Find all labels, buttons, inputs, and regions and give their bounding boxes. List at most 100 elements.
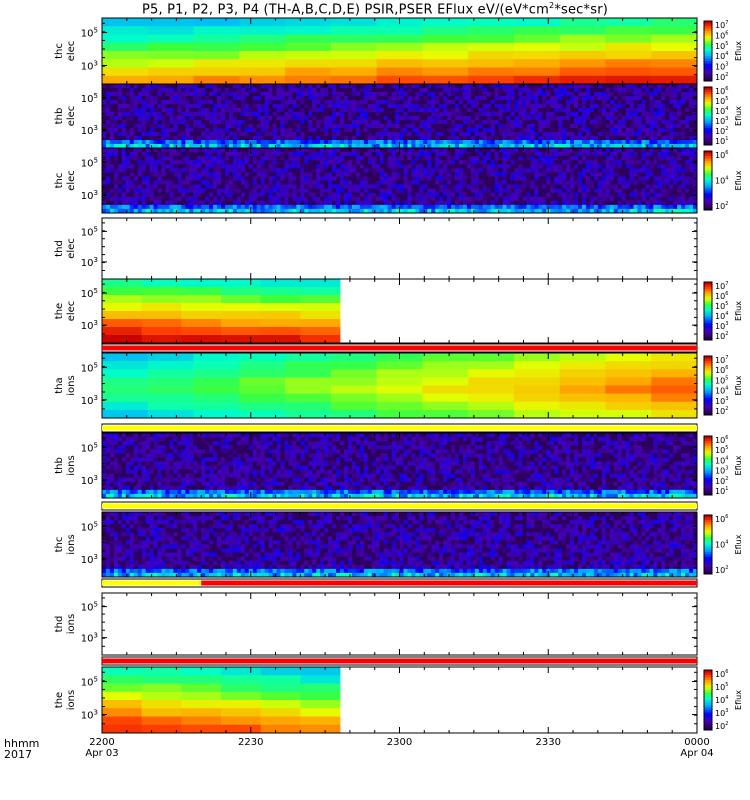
spectrogram-cell: [296, 108, 301, 113]
spectrogram-cell: [383, 188, 388, 194]
colorbar-swatch: [704, 31, 712, 34]
spectrogram-cell: [589, 184, 595, 190]
spectrogram-cell: [248, 92, 254, 97]
spectrogram-cell: [181, 168, 186, 173]
spectrogram-cell: [256, 104, 262, 109]
spectrogram-cell: [300, 168, 305, 173]
spectrogram-cell: [201, 196, 206, 202]
spectrogram-cell: [363, 88, 369, 93]
spectrogram-cell: [153, 120, 158, 125]
spectrogram-cell: [574, 108, 579, 113]
spectrogram-cell: [260, 192, 266, 198]
spectrogram-cell: [260, 136, 266, 141]
spectrogram-cell: [681, 140, 686, 145]
spectrogram-cell: [455, 160, 460, 165]
spectrogram-cell: [367, 136, 373, 141]
spectrogram-cell: [649, 184, 654, 190]
spectrogram-cell: [601, 164, 607, 169]
spectrogram-cell: [677, 116, 682, 121]
spectrogram-cell: [665, 152, 670, 157]
spectrogram-cell: [601, 84, 607, 89]
spectrogram-cell: [272, 180, 277, 185]
colorbar-title: Eflux: [734, 41, 743, 61]
spectrogram-cell: [447, 112, 452, 117]
spectrogram-cell: [482, 192, 488, 198]
spectrogram-cell: [113, 140, 119, 145]
spectrogram-cell: [268, 204, 273, 210]
spectrogram-cell: [609, 168, 615, 173]
spectrogram-cell: [149, 188, 154, 194]
spectrogram-cell: [645, 116, 650, 121]
spectrogram-cell: [165, 188, 170, 194]
spectrogram-cell: [558, 144, 563, 149]
spectrogram-cell: [181, 176, 186, 181]
spectrogram-cell: [264, 208, 269, 214]
spectrogram-cell: [165, 108, 170, 113]
spectrogram-cell: [689, 108, 694, 113]
spectrogram-cell: [149, 136, 154, 141]
spectrogram-cell: [609, 208, 615, 214]
spectrogram-cell: [562, 144, 567, 149]
spectrogram-cell: [649, 192, 654, 198]
spectrogram-cell: [677, 84, 682, 89]
spectrogram-cell: [641, 128, 646, 133]
spectrogram-cell: [585, 132, 591, 137]
spectrogram-cell: [280, 92, 285, 97]
spectrogram-cell: [459, 140, 464, 145]
spectrogram-cell: [355, 208, 361, 214]
spectrogram-cell: [510, 108, 515, 113]
spectrogram-cell: [451, 192, 456, 198]
spectrogram-cell: [137, 88, 143, 93]
spectrogram-cell: [435, 196, 440, 202]
spectrogram-cell: [641, 208, 646, 214]
spectrogram-cell: [649, 164, 654, 169]
spectrogram-cell: [597, 172, 603, 177]
spectrogram-cell: [494, 164, 500, 169]
spectrogram-cell: [574, 128, 579, 133]
spectrogram-cell: [221, 204, 226, 210]
spectrogram-cell: [443, 188, 448, 194]
spectrogram-cell: [621, 112, 626, 117]
spectrogram-cell: [359, 140, 365, 145]
spectrogram-cell: [399, 100, 404, 105]
spectrogram-cell: [419, 144, 424, 149]
spectrogram-cell: [232, 196, 238, 202]
spectrogram-cell: [189, 184, 194, 190]
spectrogram-cell: [256, 100, 262, 105]
spectrogram-cell: [285, 67, 332, 77]
spectrogram-cell: [355, 120, 361, 125]
spectrogram-cell: [617, 88, 623, 93]
spectrogram-cell: [232, 120, 238, 125]
spectrogram-cell: [256, 152, 262, 157]
spectrogram-cell: [316, 184, 321, 190]
spectrogram-cell: [157, 128, 162, 133]
spectrogram-cell: [411, 104, 416, 109]
spectrogram-cell: [395, 200, 400, 206]
spectrogram-cell: [379, 120, 385, 125]
spectrogram-cell: [375, 144, 381, 149]
spectrogram-cell: [224, 140, 230, 145]
spectrogram-cell: [439, 188, 444, 194]
spectrogram-cell: [486, 96, 492, 101]
spectrogram-cell: [248, 176, 254, 181]
spectrogram-cell: [455, 184, 460, 190]
spectrogram-cell: [387, 180, 392, 185]
spectrogram-cell: [209, 96, 214, 101]
spectrogram-cell: [542, 204, 547, 210]
spectrogram-cell: [256, 108, 262, 113]
y-tick-label: 105: [81, 27, 98, 40]
spectrogram-cell: [105, 96, 111, 101]
spectrogram-cell: [451, 128, 456, 133]
spectrogram-cell: [530, 196, 535, 202]
spectrogram-cell: [189, 152, 194, 157]
spectrogram-cell: [125, 120, 131, 125]
spectrogram-cell: [391, 156, 396, 161]
spectrogram-cell: [232, 208, 238, 214]
spectrogram-cell: [272, 124, 277, 129]
spectrogram-cell: [689, 100, 694, 105]
spectrogram-cell: [209, 184, 214, 190]
spectrogram-cell: [300, 92, 305, 97]
spectrogram-cell: [490, 172, 496, 177]
spectrogram-cell: [351, 88, 357, 93]
spectrogram-cell: [205, 108, 210, 113]
